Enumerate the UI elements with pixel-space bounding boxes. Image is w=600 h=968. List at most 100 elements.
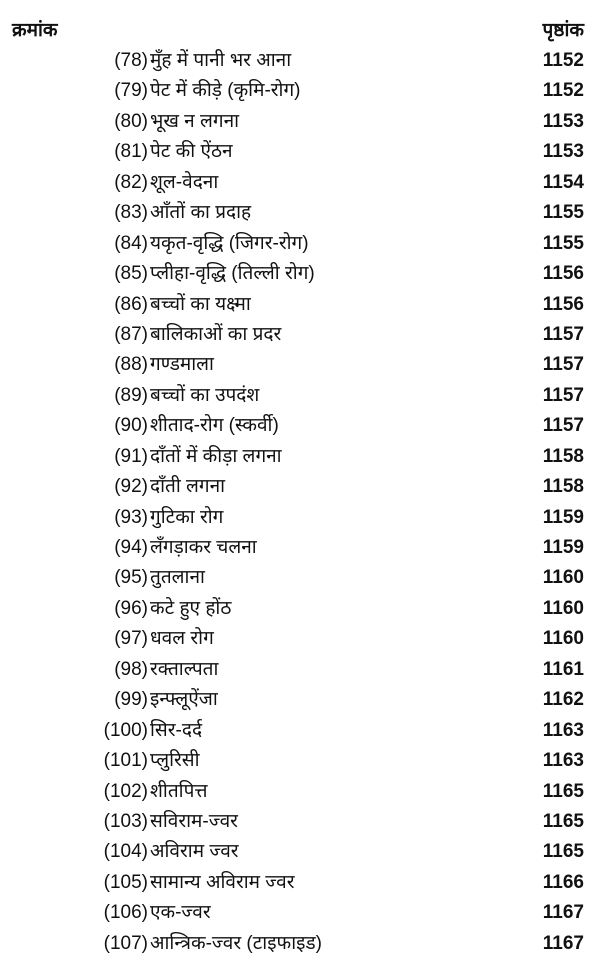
entry-number: (87) — [114, 323, 148, 345]
entry-title: पेट में कीड़े (कृमि-रोग) — [150, 80, 301, 102]
entry-title: तुतलाना — [150, 567, 205, 589]
entry-number: (97) — [114, 628, 148, 650]
entry-number: (103) — [103, 810, 148, 832]
entry-page-number: 1156 — [542, 263, 584, 285]
contents-entry: (95) तुतलाना 1160 — [0, 563, 600, 593]
entry-page-number: 1160 — [542, 628, 584, 650]
entry-number: (82) — [114, 171, 148, 193]
entry-page-number: 1152 — [542, 50, 584, 71]
contents-entry: (86) बच्चों का यक्ष्मा 1156 — [0, 290, 600, 320]
entry-title: शूल-वेदना — [150, 171, 219, 193]
entry-title: रक्ताल्पता — [150, 658, 219, 680]
contents-entry: (91) दाँतों में कीड़ा लगना 1158 — [0, 442, 600, 472]
entry-number: (100) — [103, 719, 148, 741]
contents-entry: (97) धवल रोग 1160 — [0, 624, 600, 654]
entry-title: प्लीहा-वृद्धि (तिल्ली रोग) — [150, 263, 315, 285]
entry-title: अविराम ज्वर — [150, 841, 239, 863]
entry-number: (102) — [103, 780, 148, 802]
entry-number: (104) — [103, 841, 148, 863]
entry-page-number: 1155 — [542, 202, 584, 224]
entry-page-number: 1152 — [542, 80, 584, 102]
entry-page-number: 1153 — [542, 141, 584, 163]
entry-number: (86) — [114, 293, 148, 315]
entry-title: दाँती लगना — [150, 476, 226, 498]
contents-entry: (106) एक-ज्वर 1167 — [0, 898, 600, 928]
contents-entry: (103) सविराम-ज्वर 1165 — [0, 807, 600, 837]
contents-list: (78) मुँह में पानी भर आना 1152 (79) पेट में … — [0, 46, 600, 959]
entry-page-number: 1158 — [542, 445, 584, 467]
entry-page-number: 1165 — [542, 780, 584, 802]
contents-entry: (102) शीतपित्त 1165 — [0, 777, 600, 807]
entry-title: सविराम-ज्वर — [150, 810, 238, 832]
contents-entry: (78) मुँह में पानी भर आना 1152 — [0, 46, 600, 76]
entry-title: प्लुरिसी — [150, 750, 200, 772]
contents-entry: (88) गण्डमाला 1157 — [0, 350, 600, 380]
entry-page-number: 1162 — [542, 689, 584, 711]
serial-number-heading: क्रमांक — [12, 20, 58, 41]
contents-entry: (101) प्लुरिसी 1163 — [0, 746, 600, 776]
contents-entry: (84) यकृत-वृद्धि (जिगर-रोग) 1155 — [0, 229, 600, 259]
entry-title: भूख न लगना — [150, 110, 240, 132]
entry-title: आँतों का प्रदाह — [150, 202, 252, 224]
entry-page-number: 1159 — [542, 537, 584, 558]
entry-number: (88) — [114, 354, 148, 376]
entry-title: बालिकाओं का प्रदर — [150, 323, 282, 345]
entry-title: मुँह में पानी भर आना — [150, 50, 292, 71]
entry-number: (83) — [114, 202, 148, 224]
entry-page-number: 1156 — [542, 293, 584, 315]
entry-number: (96) — [114, 597, 148, 619]
entry-number: (80) — [114, 110, 148, 132]
contents-entry: (82) शूल-वेदना 1154 — [0, 168, 600, 198]
entry-page-number: 1157 — [542, 323, 584, 345]
entry-title: शीताद-रोग (स्कर्वी) — [150, 415, 279, 437]
entry-title: पेट की ऐंठन — [150, 141, 233, 163]
entry-page-number: 1166 — [542, 871, 584, 893]
entry-title: सिर-दर्द — [150, 719, 203, 741]
contents-entry: (98) रक्ताल्पता 1161 — [0, 655, 600, 685]
entry-title: शीतपित्त — [150, 780, 208, 802]
entry-number: (91) — [114, 445, 148, 467]
entry-page-number: 1163 — [542, 750, 584, 772]
entry-title: इन्फ्लूऐंजा — [150, 689, 218, 711]
entry-title: लँगड़ाकर चलना — [150, 537, 257, 558]
entry-number: (95) — [114, 567, 148, 589]
contents-entry: (94) लँगड़ाकर चलना 1159 — [0, 533, 600, 563]
contents-entry: (93) गुटिका रोग 1159 — [0, 503, 600, 533]
entry-number: (90) — [114, 415, 148, 437]
entry-page-number: 1165 — [542, 841, 584, 863]
entry-number: (92) — [114, 476, 148, 498]
entry-title: यकृत-वृद्धि (जिगर-रोग) — [150, 232, 309, 254]
contents-entry: (90) शीताद-रोग (स्कर्वी) 1157 — [0, 411, 600, 441]
entry-page-number: 1160 — [542, 597, 584, 619]
entry-title: गण्डमाला — [150, 354, 214, 376]
entry-page-number: 1157 — [542, 415, 584, 437]
contents-entry: (85) प्लीहा-वृद्धि (तिल्ली रोग) 1156 — [0, 259, 600, 289]
entry-number: (79) — [114, 80, 148, 102]
entry-page-number: 1157 — [542, 384, 584, 406]
contents-entry: (99) इन्फ्लूऐंजा 1162 — [0, 685, 600, 715]
entry-page-number: 1155 — [542, 232, 584, 254]
entry-page-number: 1159 — [542, 506, 584, 528]
entry-number: (94) — [114, 537, 148, 558]
contents-entry: (89) बच्चों का उपदंश 1157 — [0, 381, 600, 411]
entry-page-number: 1165 — [542, 810, 584, 832]
entry-title: गुटिका रोग — [150, 506, 224, 528]
contents-entry: (79) पेट में कीड़े (कृमि-रोग) 1152 — [0, 76, 600, 106]
entry-page-number: 1160 — [542, 567, 584, 589]
entry-title: धवल रोग — [150, 628, 214, 650]
contents-entry: (87) बालिकाओं का प्रदर 1157 — [0, 320, 600, 350]
contents-entry: (96) कटे हुए होंठ 1160 — [0, 594, 600, 624]
entry-number: (84) — [114, 232, 148, 254]
entry-number: (85) — [114, 263, 148, 285]
entry-number: (89) — [114, 384, 148, 406]
entry-number: (98) — [114, 658, 148, 680]
entry-number: (105) — [103, 871, 148, 893]
entry-page-number: 1158 — [542, 476, 584, 498]
entry-title: बच्चों का यक्ष्मा — [150, 293, 251, 315]
entry-page-number: 1154 — [542, 171, 584, 193]
contents-entry: (105) सामान्य अविराम ज्वर 1166 — [0, 868, 600, 898]
page-number-heading: पृष्ठांक — [542, 20, 585, 41]
entry-number: (99) — [114, 689, 148, 711]
entry-page-number: 1167 — [542, 902, 584, 924]
contents-entry: (104) अविराम ज्वर 1165 — [0, 837, 600, 867]
